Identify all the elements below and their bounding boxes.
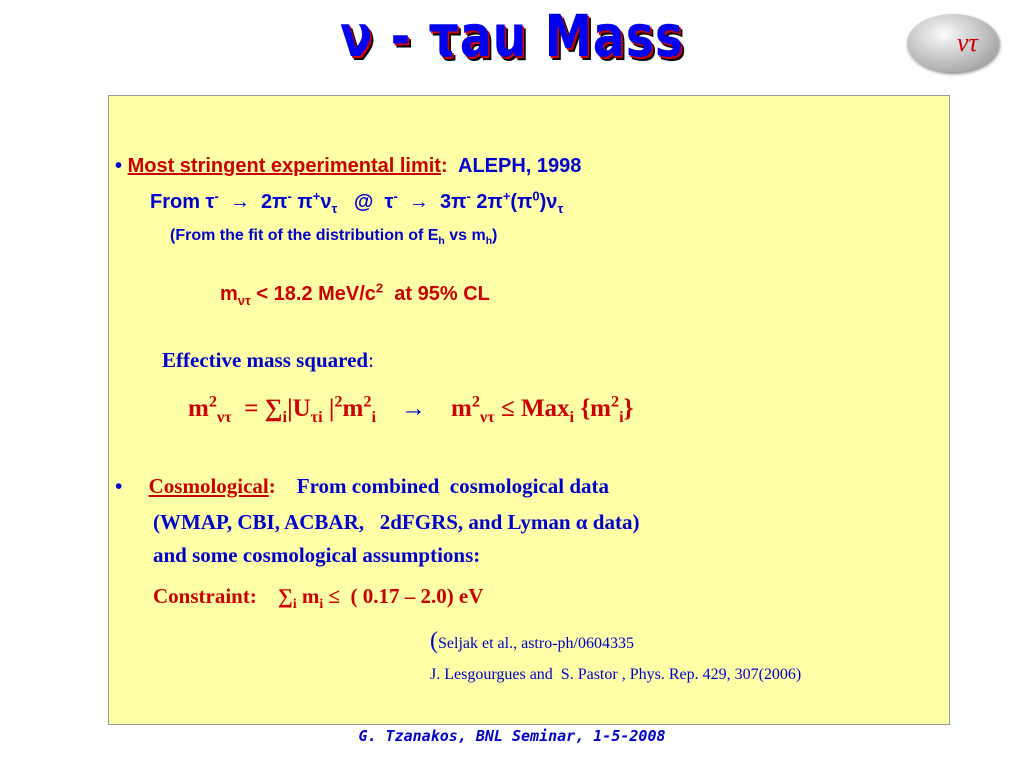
text: 2π <box>470 191 503 213</box>
text: → 3π <box>397 191 467 213</box>
arrow: → <box>376 395 451 422</box>
sub: i <box>371 408 376 426</box>
text: m <box>220 283 238 305</box>
text: : <box>440 155 448 177</box>
sub: i <box>569 408 575 426</box>
text: at 95% CL <box>383 283 490 305</box>
logo: ντ <box>907 14 999 72</box>
text: ≤ ( 0.17 – 2.0) eV <box>323 584 484 608</box>
sub: i <box>292 596 297 612</box>
text: (From the fit of the distribution of E <box>170 227 439 244</box>
reference: (Seljak et al., astro-ph/0604335 <box>430 628 634 655</box>
bullet: • <box>115 155 123 177</box>
sub: τ <box>557 201 564 216</box>
sub: h <box>438 236 445 248</box>
text: Effective mass squared <box>162 348 369 372</box>
text: → 2π <box>218 191 288 213</box>
text: ) <box>492 227 498 244</box>
formula-line: m2ντ = ∑i|Uτi |2m2i → m2ντ ≤ Maxi {m2i} <box>188 392 634 426</box>
sub: ντ <box>216 408 232 426</box>
sup: - <box>287 188 292 204</box>
text: m <box>451 395 472 422</box>
text: From τ <box>150 191 215 213</box>
sup: + <box>502 188 511 204</box>
text: {m <box>574 395 611 422</box>
sup: 2 <box>611 392 620 411</box>
sub: i <box>319 596 324 612</box>
text: π <box>291 191 313 213</box>
sup: 2 <box>375 280 384 296</box>
text: ν <box>320 191 332 213</box>
sup: 2 <box>208 392 217 411</box>
text: |U <box>287 395 311 422</box>
reference: J. Lesgourgues and S. Pastor , Phys. Rep… <box>430 666 802 683</box>
text: From combined cosmological data <box>275 474 610 498</box>
sup: 2 <box>334 392 343 411</box>
logo-text: ντ <box>957 28 978 57</box>
sub: ντ <box>237 293 251 308</box>
effective-line: Effective mass squared: <box>162 348 374 373</box>
bound-line: mντ < 18.2 MeV/c2 at 95% CL <box>220 280 490 308</box>
sup: 2 <box>471 392 480 411</box>
sup: - <box>214 188 219 204</box>
sub: ντ <box>479 408 495 426</box>
sup: - <box>393 188 398 204</box>
text: < 18.2 MeV/c <box>250 283 376 305</box>
sup: + <box>312 188 321 204</box>
sup: - <box>466 188 471 204</box>
text: | <box>322 395 335 422</box>
content-box <box>108 95 950 725</box>
footer: G. Tzanakos, BNL Seminar, 1-5-2008 <box>358 727 666 745</box>
text: ≤ Max <box>494 395 570 422</box>
label: Cosmological <box>148 474 269 498</box>
text: vs m <box>444 227 486 244</box>
text: Seljak et al., astro-ph/0604335 <box>438 635 634 652</box>
text: m <box>188 395 209 422</box>
sub: i <box>282 408 288 426</box>
constraint-line: Constraint: ∑i mi ≤ ( 0.17 – 2.0) eV <box>153 584 484 612</box>
text: @ τ <box>337 191 394 213</box>
cosmo-data: (WMAP, CBI, ACBAR, 2dFGRS, and Lyman α d… <box>153 510 640 534</box>
title: ν - τau Mass <box>339 2 684 70</box>
text: )ν <box>539 191 558 213</box>
sub: τi <box>310 408 323 426</box>
fit-line: (From the fit of the distribution of Eh … <box>170 227 498 248</box>
text: = ∑ <box>231 395 283 422</box>
text: } <box>623 395 634 422</box>
sub: τ <box>331 201 338 216</box>
cosmo-assumptions: and some cosmological assumptions: <box>153 543 481 567</box>
cosmo-line: • Cosmological: From combined cosmologic… <box>115 474 609 499</box>
text: : <box>268 474 276 498</box>
text: ALEPH, 1998 <box>447 155 582 177</box>
text: m <box>342 395 364 422</box>
text: : <box>368 348 374 372</box>
text: Constraint: <box>153 584 278 608</box>
sup: 2 <box>363 392 372 411</box>
decay-line: From τ- → 2π- π+ντ @ τ- → 3π- 2π+(π0)ντ <box>150 188 564 216</box>
text: (π <box>510 191 533 213</box>
sup: 0 <box>532 188 540 204</box>
bullet: • <box>115 474 123 498</box>
text: ∑ <box>277 584 293 608</box>
sub: h <box>485 236 493 248</box>
text: m <box>296 584 320 608</box>
label: Most stringent experimental limit <box>127 155 441 177</box>
text: ( <box>430 628 438 654</box>
limit-line: • Most stringent experimental limit: ALE… <box>115 155 581 178</box>
sub: i <box>619 408 624 426</box>
